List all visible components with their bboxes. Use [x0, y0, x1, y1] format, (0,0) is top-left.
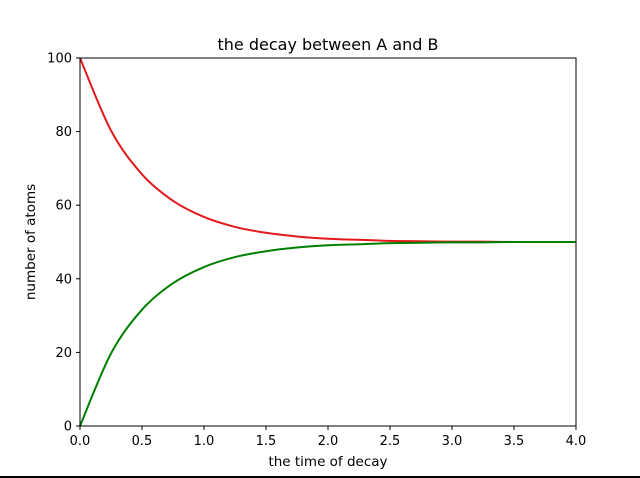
y-tick-label: 20 — [55, 346, 72, 361]
x-tick-label: 2.0 — [318, 434, 339, 449]
y-tick-label: 60 — [55, 199, 72, 214]
y-tick-label: 80 — [55, 125, 72, 140]
x-axis-title: the time of decay — [268, 454, 387, 470]
x-tick-label: 3.5 — [504, 434, 525, 449]
x-axis: 0.0 0.5 1.0 1.5 2.0 2.5 3.0 3.5 4.0 — [70, 426, 587, 449]
x-tick-label: 2.5 — [380, 434, 401, 449]
x-tick-label: 0.0 — [70, 434, 91, 449]
series-line-2 — [79, 240, 576, 427]
x-tick-label: 3.0 — [442, 434, 463, 449]
y-axis-title: number of atoms — [23, 184, 39, 300]
y-tick-label: 100 — [47, 52, 72, 67]
y-tick-label: 40 — [55, 272, 72, 287]
x-tick-label: 1.5 — [256, 434, 277, 449]
x-tick-label: 0.5 — [132, 434, 153, 449]
plot-area — [79, 57, 577, 427]
series-layer — [79, 57, 576, 427]
y-tick-label: 0 — [64, 420, 72, 435]
y-axis: 0 20 40 60 80 100 — [47, 52, 80, 435]
x-tick-label: 1.0 — [194, 434, 215, 449]
bottom-border — [0, 476, 640, 478]
chart-title: the decay between A and B — [218, 35, 439, 54]
x-tick-label: 4.0 — [566, 434, 587, 449]
series-line-1 — [79, 57, 576, 244]
